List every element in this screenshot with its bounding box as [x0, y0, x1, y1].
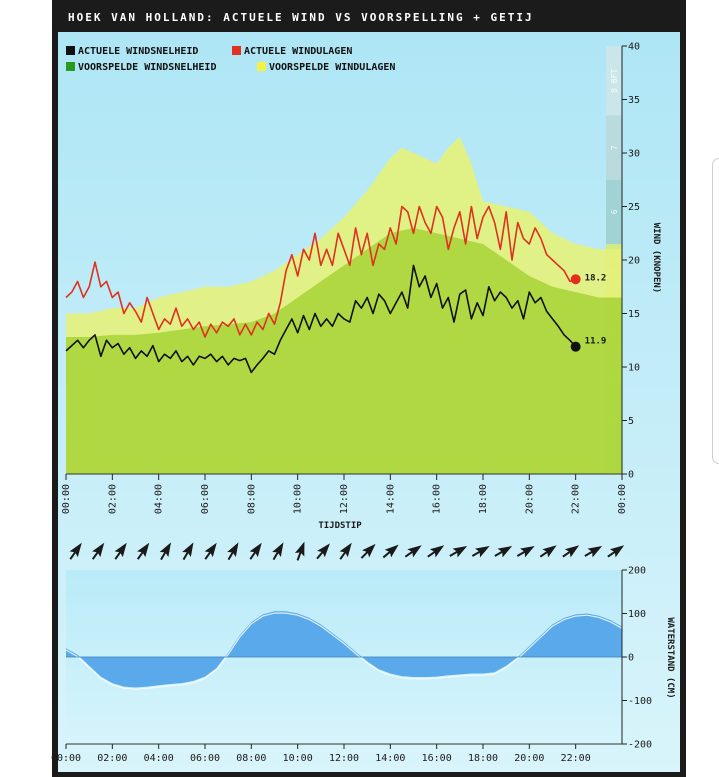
bft-label: 8 BFT [610, 69, 619, 93]
tide-y-tick-label: 200 [628, 566, 646, 577]
x-tick-label: 20:00 [524, 484, 535, 514]
tide-x-tick-label: 00:00 [51, 753, 81, 764]
series-actuele-windulagen [65, 205, 576, 338]
wind-arrow-icon [69, 542, 82, 560]
x-tick-label: 12:00 [339, 484, 350, 514]
bft-label: 7 [610, 145, 619, 150]
tide-y-axis-label: WATERSTAND (CM) [665, 617, 675, 698]
legend-swatch [66, 62, 75, 71]
bft-band [606, 46, 622, 116]
wind-arrow-icon [204, 542, 217, 560]
wind-arrow-icon [471, 546, 490, 558]
wind-arrow-icon [136, 542, 150, 560]
tide-area [66, 611, 622, 688]
wind-arrow-icon [182, 542, 194, 561]
tide-y-tick-label: 0 [628, 653, 634, 664]
chart-title: HOEK VAN HOLLAND: ACTUELE WIND VS VOORSP… [68, 11, 534, 24]
wind-arrow-icon [159, 542, 171, 561]
y-tick-label: 0 [628, 470, 634, 481]
tide-x-tick-label: 06:00 [190, 753, 220, 764]
wind-arrow-icon [294, 541, 305, 561]
tide-x-tick-label: 10:00 [283, 753, 313, 764]
wind-arrow-icon [272, 542, 284, 561]
legend-label: VOORSPELDE WINDSNELHEID [78, 62, 216, 73]
x-tick-label: 18:00 [478, 484, 489, 514]
gust-end-label: 18.2 [585, 273, 607, 283]
x-tick-label: 04:00 [154, 484, 165, 514]
y-tick-label: 30 [628, 149, 640, 160]
y-tick-label: 20 [628, 256, 640, 267]
x-tick-label: 06:00 [200, 484, 211, 514]
bft-label: 6 [610, 209, 619, 214]
wind-end-label: 11.9 [585, 337, 607, 347]
gust-end-marker [570, 274, 581, 285]
x-tick-label: 14:00 [385, 484, 396, 514]
side-scroll-handle[interactable] [712, 158, 719, 464]
x-axis-label: TIJDSTIP [318, 521, 362, 531]
wind-plot: 12345678 BFT00:0002:0004:0006:0008:0010:… [61, 42, 661, 532]
tide-x-tick-label: 16:00 [422, 753, 452, 764]
legend-label: ACTUELE WINDULAGEN [244, 46, 352, 57]
wind-arrow-icon [316, 543, 330, 560]
tide-line [65, 612, 623, 690]
tide-x-tick-label: 22:00 [561, 753, 591, 764]
y-axis-label: WIND (KNOPEN) [651, 223, 661, 293]
x-tick-label: 00:00 [617, 484, 628, 514]
wind-arrow-icon [584, 546, 603, 558]
y-tick-label: 10 [628, 363, 640, 374]
y-tick-label: 15 [628, 309, 640, 320]
legend-label: ACTUELE WINDSNELHEID [78, 46, 198, 57]
tide-x-tick-label: 02:00 [97, 753, 127, 764]
tide-x-tick-label: 14:00 [375, 753, 405, 764]
legend-swatch [257, 62, 266, 71]
wind-arrow-icon [449, 546, 468, 558]
tide-x-tick-label: 08:00 [236, 753, 266, 764]
wind-arrow-icon [382, 544, 399, 559]
x-tick-label: 00:00 [61, 484, 72, 514]
legend-swatch [232, 46, 241, 55]
x-tick-label: 22:00 [571, 484, 582, 514]
tide-x-tick-label: 04:00 [144, 753, 174, 764]
tide-y-tick-label: 100 [628, 609, 646, 620]
tide-plot: 200 100 0 -100 -200 WATERSTAND (CM) 00:00 02:00… [51, 566, 675, 765]
wind-arrow-icon [539, 545, 557, 558]
legend-label: VOORSPELDE WINDULAGEN [269, 62, 395, 73]
wind-arrow-icon [494, 546, 513, 558]
y-tick-label: 35 [628, 95, 640, 106]
tide-x-tick-label: 18:00 [468, 753, 498, 764]
x-tick-label: 02:00 [107, 484, 118, 514]
wind-arrow-icon [516, 546, 535, 558]
wind-arrow-icon [339, 542, 352, 560]
wind-arrow-icon [607, 545, 625, 558]
series-voorspelde-windsnelheid [66, 227, 622, 474]
x-tick-label: 16:00 [432, 484, 443, 514]
tide-y-tick-label: -200 [628, 740, 652, 751]
y-tick-label: 40 [628, 42, 640, 53]
bft-band [606, 115, 622, 180]
wind-end-marker [570, 341, 581, 352]
wind-arrow-icon [91, 542, 105, 560]
tide-x-tick-label: 20:00 [514, 753, 544, 764]
bft-band [606, 179, 622, 244]
wind-arrow-icon [427, 545, 445, 558]
x-tick-label: 08:00 [246, 484, 257, 514]
wind-arrow-icon [562, 545, 580, 558]
series-actuele-windsnelheid [65, 264, 577, 374]
legend-swatch [66, 46, 75, 55]
wind-arrow-icon [404, 545, 422, 558]
wind-direction-row [69, 541, 625, 561]
tide-x-tick-label: 12:00 [329, 753, 359, 764]
wind-arrow-icon [360, 543, 376, 559]
x-tick-label: 10:00 [293, 484, 304, 514]
wind-arrow-icon [227, 542, 239, 561]
y-tick-label: 25 [628, 202, 640, 213]
wind-arrow-icon [249, 542, 262, 560]
wind-arrow-icon [114, 542, 127, 560]
tide-y-tick-label: -100 [628, 696, 652, 707]
y-tick-label: 5 [628, 416, 634, 427]
